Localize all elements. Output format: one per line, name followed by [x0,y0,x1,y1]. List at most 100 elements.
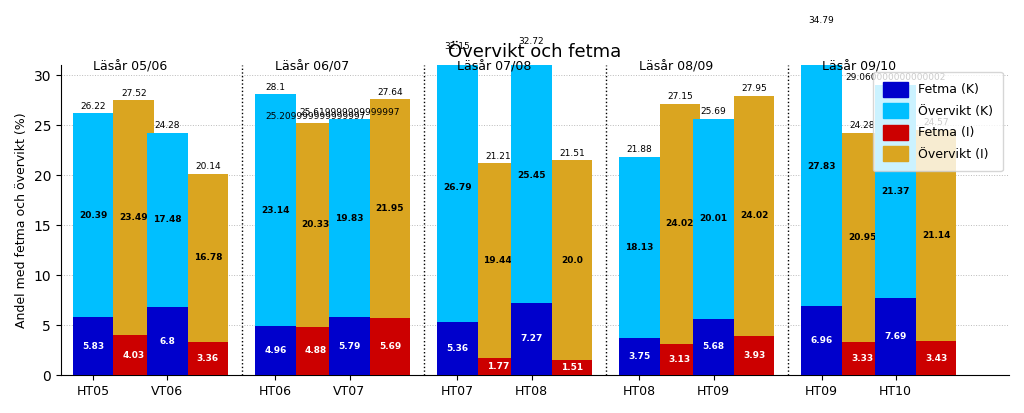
Bar [330,318,370,375]
Text: 19.44: 19.44 [483,256,512,265]
Text: 21.37: 21.37 [882,187,910,196]
Text: 27.95: 27.95 [741,84,767,93]
Text: 27.64: 27.64 [377,88,402,97]
Bar [552,160,592,360]
Title: Övervikt och fetma: Övervikt och fetma [449,43,622,61]
Bar [187,342,228,375]
Bar [477,358,518,375]
Text: 5.68: 5.68 [702,342,725,351]
Text: Läsår 09/10: Läsår 09/10 [821,60,896,74]
Y-axis label: Andel med fetma och övervikt (%): Andel med fetma och övervikt (%) [15,113,28,328]
Text: 20.14: 20.14 [196,162,221,171]
Bar [876,85,915,299]
Bar [511,303,552,375]
Bar [187,174,228,342]
Legend: Fetma (K), Övervikt (K), Fetma (I), Övervikt (I): Fetma (K), Övervikt (K), Fetma (I), Över… [872,72,1002,171]
Text: 17.48: 17.48 [154,216,181,224]
Text: 5.79: 5.79 [338,342,360,351]
Text: 3.36: 3.36 [197,354,219,363]
Text: 7.27: 7.27 [520,335,543,344]
Text: 32.72: 32.72 [519,37,545,46]
Bar [734,96,774,336]
Text: 25.45: 25.45 [517,171,546,180]
Text: Läsår 06/07: Läsår 06/07 [275,60,349,74]
Text: 27.52: 27.52 [121,89,146,98]
Bar [842,342,883,375]
Text: 25.209999999999997: 25.209999999999997 [265,112,366,121]
Text: 21.21: 21.21 [485,152,511,161]
Text: 20.95: 20.95 [848,233,877,242]
Bar [620,338,659,375]
Bar [802,306,842,375]
Bar [511,48,552,303]
Text: 28.1: 28.1 [265,83,286,92]
Bar [437,54,477,322]
Text: 3.93: 3.93 [743,351,765,360]
Bar [370,318,411,375]
Bar [255,326,296,375]
Bar [147,133,187,307]
Bar [477,163,518,358]
Text: 4.96: 4.96 [264,346,287,355]
Text: 29.060000000000002: 29.060000000000002 [846,74,946,82]
Text: 27.83: 27.83 [807,162,836,171]
Text: 21.95: 21.95 [376,204,404,213]
Text: 19.83: 19.83 [335,214,364,223]
Bar [114,100,154,335]
Text: 1.77: 1.77 [486,362,509,371]
Bar [296,327,336,375]
Text: 24.02: 24.02 [666,219,694,228]
Bar [620,157,659,338]
Text: 26.79: 26.79 [443,183,472,192]
Text: 18.13: 18.13 [626,243,653,252]
Text: 21.88: 21.88 [627,145,652,154]
Text: 24.28: 24.28 [155,121,180,130]
Text: 7.69: 7.69 [885,332,907,342]
Text: Läsår 08/09: Läsår 08/09 [639,60,714,74]
Text: 16.78: 16.78 [194,253,222,262]
Text: 3.75: 3.75 [629,352,650,361]
Bar [802,28,842,306]
Bar [659,104,700,344]
Text: 25.69: 25.69 [700,107,726,116]
Text: 32.15: 32.15 [444,43,470,52]
Text: 23.14: 23.14 [261,206,290,215]
Text: 1.51: 1.51 [561,363,583,372]
Text: 3.13: 3.13 [669,355,691,364]
Text: 24.57: 24.57 [924,118,949,127]
Bar [876,299,915,375]
Text: 3.43: 3.43 [925,354,947,363]
Bar [734,336,774,375]
Text: 23.49: 23.49 [120,213,148,222]
Text: 24.02: 24.02 [740,211,768,221]
Text: 25.619999999999997: 25.619999999999997 [299,108,399,117]
Text: 21.51: 21.51 [559,149,585,158]
Text: 26.22: 26.22 [81,102,106,111]
Bar [114,335,154,375]
Bar [370,99,411,318]
Text: 6.8: 6.8 [160,337,175,346]
Text: 6.96: 6.96 [810,336,833,345]
Text: 5.69: 5.69 [379,342,401,351]
Text: 21.14: 21.14 [922,231,950,240]
Bar [255,95,296,326]
Bar [552,360,592,375]
Text: 20.39: 20.39 [79,211,108,220]
Bar [437,322,477,375]
Text: 3.33: 3.33 [851,354,873,363]
Text: 24.28: 24.28 [849,121,874,130]
Text: 4.88: 4.88 [305,347,327,356]
Bar [73,113,114,317]
Text: 20.33: 20.33 [302,221,330,229]
Text: Läsår 07/08: Läsår 07/08 [458,60,531,74]
Text: 5.36: 5.36 [446,344,468,353]
Text: 20.0: 20.0 [561,256,583,265]
Bar [693,119,734,318]
Bar [296,123,336,327]
Bar [915,341,956,375]
Bar [915,130,956,341]
Text: 27.15: 27.15 [667,93,693,102]
Text: 5.83: 5.83 [82,342,104,351]
Text: 34.79: 34.79 [809,16,835,25]
Bar [330,119,370,318]
